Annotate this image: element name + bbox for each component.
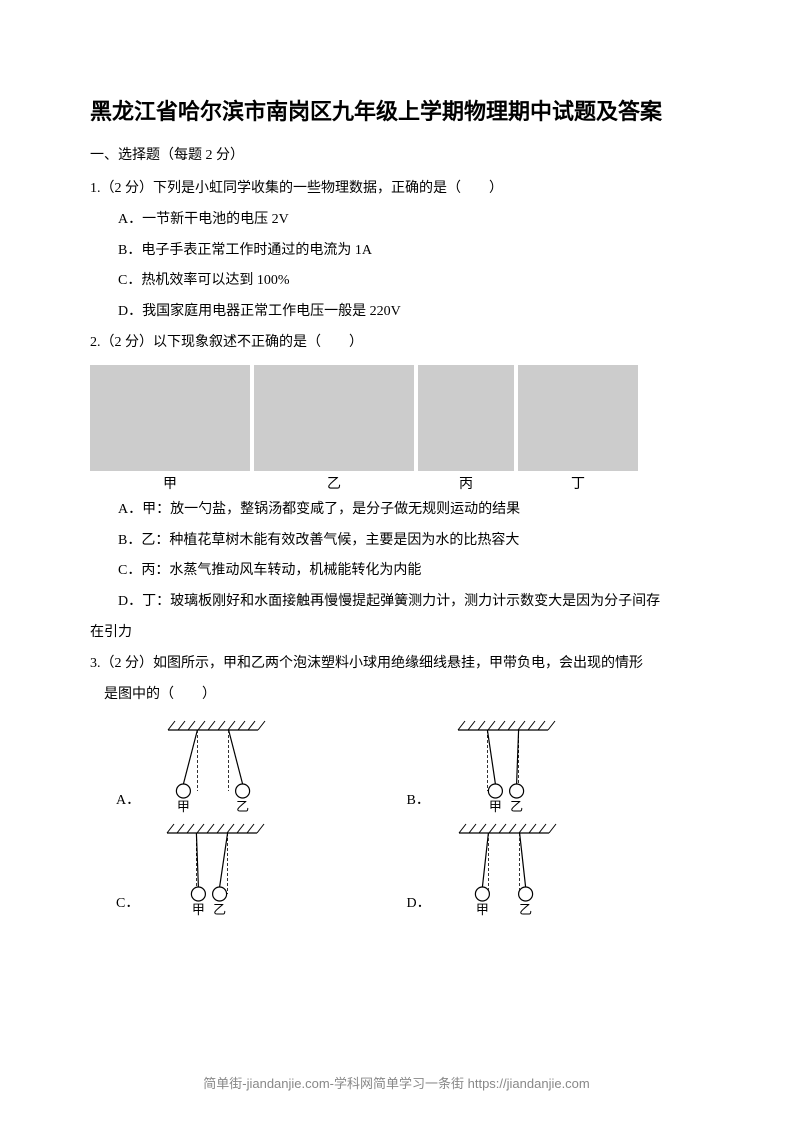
figure-box: 甲 [90, 365, 250, 493]
page-title: 黑龙江省哈尔滨市南岗区九年级上学期物理期中试题及答案 [90, 90, 703, 134]
figure-label: 丙 [459, 473, 473, 493]
q2-option-a: A．甲：放一勺盐，整锅汤都变咸了，是分子做无规则运动的结果 [90, 495, 703, 526]
q1-option-c: C．热机效率可以达到 100% [90, 266, 703, 297]
q2-image-row: 甲乙丙丁 [90, 365, 703, 493]
figure-label: 乙 [327, 473, 341, 493]
figure-image [254, 365, 414, 471]
figure-box: 丙 [418, 365, 514, 493]
svg-text:甲: 甲 [476, 902, 489, 916]
q3-label-a: A． [116, 789, 140, 813]
q3-label-c: C． [116, 892, 139, 916]
q2-option-b: B．乙：种植花草树木能有效改善气候，主要是因为水的比热容大 [90, 526, 703, 557]
svg-text:甲: 甲 [489, 799, 502, 813]
q1-stem: 1.（2 分）下列是小虹同学收集的一些物理数据，正确的是（ ） [90, 174, 703, 205]
q3-label-d: D． [407, 892, 431, 916]
q3-diagram-b: 甲乙 [438, 718, 568, 813]
q3-diagram-row-1: A． 甲乙 B． 甲乙 [90, 718, 703, 813]
figure-box: 乙 [254, 365, 414, 493]
q2-option-d-line2: 在引力 [90, 618, 703, 649]
q3-stem-line2: 是图中的（ ） [90, 680, 703, 711]
q3-label-b: B． [407, 789, 430, 813]
section-heading: 一、选择题（每题 2 分） [90, 142, 703, 170]
q3-stem-line1: 3.（2 分）如图所示，甲和乙两个泡沫塑料小球用绝缘细线悬挂，甲带负电，会出现的… [90, 649, 703, 680]
figure-box: 丁 [518, 365, 638, 493]
svg-text:甲: 甲 [192, 902, 205, 916]
q3-diagram-d: 甲乙 [439, 821, 569, 916]
q3-diagram-c: 甲乙 [147, 821, 277, 916]
svg-text:乙: 乙 [236, 799, 249, 813]
q1-option-a: A．一节新干电池的电压 2V [90, 205, 703, 236]
q1-option-b: B．电子手表正常工作时通过的电流为 1A [90, 236, 703, 267]
svg-text:甲: 甲 [177, 799, 190, 813]
svg-text:乙: 乙 [213, 902, 226, 916]
figure-image [90, 365, 250, 471]
q2-stem: 2.（2 分）以下现象叙述不正确的是（ ） [90, 328, 703, 359]
svg-text:乙: 乙 [510, 799, 523, 813]
page-footer: 简单街-jiandanjie.com-学科网简单学习一条街 https://ji… [0, 1073, 793, 1092]
q3-diagram-row-2: C． 甲乙 D． 甲乙 [90, 821, 703, 916]
figure-image [418, 365, 514, 471]
figure-label: 丁 [571, 473, 585, 493]
q2-option-d-line1: D．丁：玻璃板刚好和水面接触再慢慢提起弹簧测力计，测力计示数变大是因为分子间存 [90, 587, 703, 618]
figure-label: 甲 [163, 473, 177, 493]
q2-option-c: C．丙：水蒸气推动风车转动，机械能转化为内能 [90, 556, 703, 587]
q3-diagram-a: 甲乙 [148, 718, 278, 813]
svg-text:乙: 乙 [519, 902, 532, 916]
q1-option-d: D．我国家庭用电器正常工作电压一般是 220V [90, 297, 703, 328]
figure-image [518, 365, 638, 471]
